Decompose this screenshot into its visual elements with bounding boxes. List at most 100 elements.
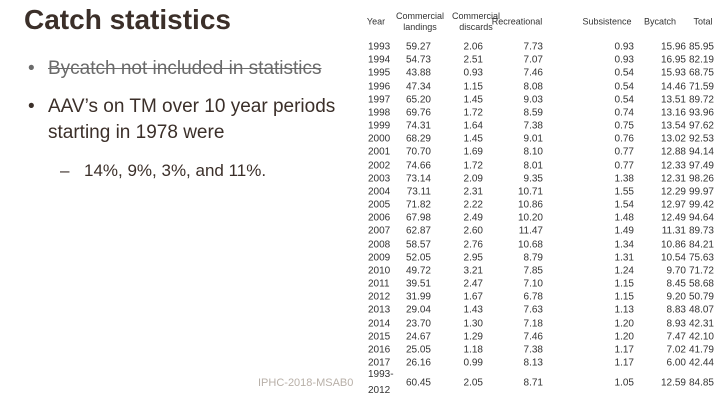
value-cell: 71.82 xyxy=(405,199,431,211)
value-cell: 8.45 xyxy=(666,278,686,290)
value-cell: 8.13 xyxy=(523,357,543,369)
sub-bullet: 14%, 9%, 3%, and 11%. xyxy=(28,158,358,184)
value-cell: 8.08 xyxy=(523,81,543,92)
value-cell: 15.96 xyxy=(660,41,686,53)
year-cell: 2000 xyxy=(368,133,391,145)
value-cell: 48.07 xyxy=(688,304,714,316)
value-cell: 43.88 xyxy=(405,67,431,79)
value-cell: 1.15 xyxy=(614,291,634,303)
value-cell: 12.31 xyxy=(660,173,686,185)
value-cell: 7.46 xyxy=(523,67,543,79)
value-cell: 12.29 xyxy=(660,186,686,198)
value-cell: 73.14 xyxy=(405,173,431,185)
value-cell: 49.72 xyxy=(405,265,431,277)
value-cell: 2.09 xyxy=(463,173,483,185)
value-cell: 1.20 xyxy=(614,318,634,330)
value-cell: 82.19 xyxy=(688,54,714,66)
value-cell: 7.85 xyxy=(523,265,543,277)
value-cell: 42.10 xyxy=(688,331,714,343)
value-cell: 2.95 xyxy=(463,252,483,264)
year-cell: 2013 xyxy=(368,304,391,316)
year-cell: 2007 xyxy=(368,225,391,237)
value-cell: 3.21 xyxy=(463,265,483,277)
value-cell: 52.05 xyxy=(405,252,431,264)
column-header: Total xyxy=(693,16,713,27)
value-cell: 1.05 xyxy=(614,377,634,389)
value-cell: 31.99 xyxy=(405,291,431,303)
value-cell: 1.54 xyxy=(614,199,634,211)
column-header: Commercial landings xyxy=(395,11,444,32)
value-cell: 1.24 xyxy=(614,265,634,277)
value-cell: 8.59 xyxy=(523,107,543,119)
year-cell: 1994 xyxy=(368,54,391,66)
value-cell: 12.59 xyxy=(660,377,686,389)
year-cell: 2014 xyxy=(368,318,391,330)
value-cell: 71.59 xyxy=(688,81,714,92)
value-cell: 1.15 xyxy=(614,278,634,290)
year-cell: 1996 xyxy=(368,81,391,92)
value-cell: 7.38 xyxy=(523,344,543,356)
value-cell: 68.29 xyxy=(405,133,431,145)
value-cell: 97.49 xyxy=(688,160,714,172)
value-cell: 2.60 xyxy=(463,225,483,237)
value-cell: 58.57 xyxy=(405,239,431,251)
year-cell: 1999 xyxy=(368,120,391,132)
value-cell: 13.16 xyxy=(660,107,686,119)
value-cell: 12.97 xyxy=(660,199,686,211)
value-cell: 74.31 xyxy=(405,120,431,132)
value-cell: 10.20 xyxy=(517,212,543,224)
value-cell: 54.73 xyxy=(405,54,431,66)
value-cell: 69.76 xyxy=(405,107,431,119)
value-cell: 47.34 xyxy=(405,81,431,92)
value-cell: 75.63 xyxy=(688,252,714,264)
value-cell: 13.51 xyxy=(660,94,686,106)
value-cell: 13.54 xyxy=(660,120,686,132)
column-header: Bycatch xyxy=(643,16,677,27)
year-cell: 1998 xyxy=(368,107,391,119)
footer: IPHC-2018-MSAB0 xyxy=(258,377,354,389)
value-cell: 1.72 xyxy=(463,107,483,119)
year-cell: 2003 xyxy=(368,173,391,185)
value-cell: 6.78 xyxy=(523,291,543,303)
value-cell: 7.10 xyxy=(523,278,543,290)
column-header: Subsistence xyxy=(582,16,632,27)
value-cell: 2.31 xyxy=(463,186,483,198)
bullet-list: Bycatch not included in statistics AAV’s… xyxy=(28,56,358,184)
value-cell: 68.75 xyxy=(688,67,714,79)
year-cell: 1993 xyxy=(368,41,391,53)
year-cell: 2016 xyxy=(368,344,391,356)
value-cell: 0.74 xyxy=(614,107,634,119)
value-cell: 42.44 xyxy=(688,357,714,369)
value-cell: 0.76 xyxy=(614,133,634,145)
value-cell: 1.18 xyxy=(463,344,483,356)
year-cell: 2015 xyxy=(368,331,391,343)
value-cell: 0.75 xyxy=(614,120,634,132)
value-cell: 1.30 xyxy=(463,318,483,330)
value-cell: 24.67 xyxy=(405,331,431,343)
value-cell: 1.17 xyxy=(614,344,634,356)
value-cell: 8.93 xyxy=(666,318,686,330)
value-cell: 73.11 xyxy=(406,186,431,198)
year-cell: 2006 xyxy=(368,212,391,224)
value-cell: 89.72 xyxy=(688,94,714,106)
value-cell: 1.67 xyxy=(463,291,483,303)
value-cell: 42.31 xyxy=(688,318,714,330)
value-cell: 1.15 xyxy=(463,81,483,92)
value-cell: 8.10 xyxy=(523,146,543,158)
value-cell: 7.07 xyxy=(523,54,543,66)
value-cell: 26.16 xyxy=(405,357,431,369)
value-cell: 0.77 xyxy=(614,160,634,172)
value-cell: 7.46 xyxy=(523,331,543,343)
year-cell: 2012 xyxy=(368,291,391,303)
value-cell: 9.03 xyxy=(523,94,543,106)
value-cell: 2.06 xyxy=(463,41,483,53)
value-cell: 1.48 xyxy=(614,212,634,224)
value-cell: 7.73 xyxy=(523,41,543,53)
value-cell: 12.33 xyxy=(660,160,686,172)
year-cell: 2005 xyxy=(368,199,391,211)
value-cell: 16.95 xyxy=(660,54,686,66)
value-cell: 60.45 xyxy=(405,377,431,389)
value-cell: 41.79 xyxy=(688,344,714,356)
value-cell: 1.45 xyxy=(463,94,483,106)
year-cell: 1993-2012 xyxy=(368,369,394,396)
